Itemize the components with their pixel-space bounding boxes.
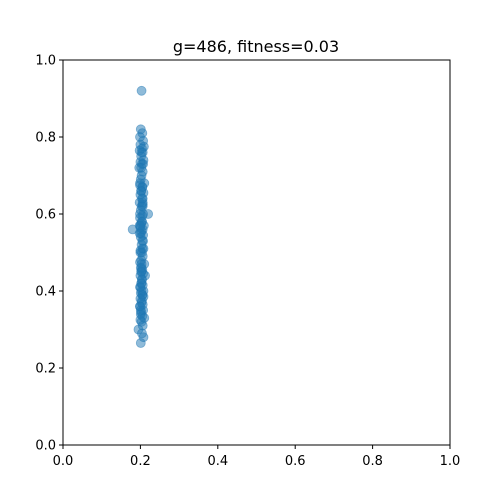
data-point — [136, 266, 147, 277]
x-tick-label: 0.6 — [285, 454, 306, 469]
data-point — [136, 85, 147, 96]
data-point — [137, 243, 148, 254]
data-point — [136, 147, 147, 158]
chart-title: g=486, fitness=0.03 — [173, 37, 339, 56]
y-tick-label: 0.6 — [35, 208, 56, 223]
y-axis-ticks: 0.0 0.2 0.4 0.6 0.8 1.0 — [35, 54, 63, 454]
x-tick-label: 1.0 — [440, 454, 461, 469]
data-point — [137, 197, 148, 208]
data-point — [135, 338, 146, 348]
x-tick-label: 0.0 — [53, 454, 74, 469]
data-point — [135, 178, 145, 189]
x-tick-label: 0.8 — [362, 454, 383, 469]
y-tick-label: 1.0 — [35, 54, 56, 69]
x-axis-ticks: 0.0 0.2 0.4 0.6 0.8 1.0 — [53, 445, 461, 469]
x-tick-label: 0.2 — [130, 454, 151, 469]
y-tick-label: 0.0 — [35, 439, 56, 454]
data-point — [135, 301, 145, 312]
y-tick-label: 0.8 — [35, 131, 56, 146]
x-tick-label: 0.4 — [207, 454, 228, 469]
data-point — [143, 209, 154, 219]
plot-frame — [62, 59, 451, 446]
y-tick-label: 0.4 — [35, 285, 56, 300]
data-point — [136, 162, 147, 173]
y-tick-label: 0.2 — [35, 362, 56, 377]
data-point — [135, 220, 146, 231]
scatter-points — [127, 85, 154, 348]
data-point — [136, 278, 147, 289]
